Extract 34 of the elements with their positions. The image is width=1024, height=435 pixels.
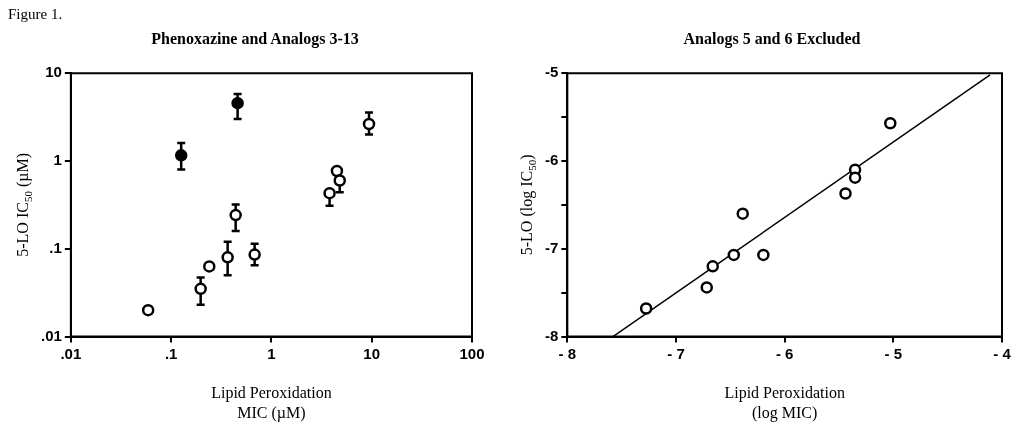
point — [700, 281, 714, 294]
y-axis-title: 5-LO (log IC50) — [518, 154, 538, 256]
point — [736, 207, 749, 220]
point — [884, 117, 897, 130]
chart-title: Phenoxazine and Analogs 3-13 — [151, 29, 359, 48]
point — [727, 248, 741, 262]
x-tick-label: .01 — [60, 344, 82, 362]
point — [706, 260, 719, 273]
x-tick-label: 10 — [363, 344, 381, 362]
y-tick-label: .01 — [40, 326, 62, 344]
y-tick-label: -8 — [544, 326, 559, 344]
x-axis-title: Lipid Peroxidation MIC (µM) — [211, 384, 332, 422]
y-tick-label: -6 — [544, 151, 559, 169]
point — [839, 187, 852, 200]
point — [757, 248, 770, 262]
x-tick-label: 1 — [267, 344, 276, 362]
chart-title: Analogs 5 and 6 Excluded — [683, 29, 861, 48]
x-tick-label: 100 — [459, 344, 485, 362]
x-tick-label: - 6 — [775, 344, 794, 362]
x-axis-title: Lipid Peroxidation (log MIC) — [724, 384, 845, 422]
caption: Figure 1. — [8, 6, 63, 23]
y-tick-label: -5 — [544, 63, 559, 81]
point — [848, 171, 862, 184]
point — [639, 302, 653, 315]
x-tick-label: - 7 — [667, 344, 685, 362]
x-tick-label: - 8 — [558, 344, 577, 362]
x-tick-label: - 4 — [993, 344, 1012, 362]
y-axis-title: 5-LO IC50 (µM) — [14, 153, 34, 257]
x-tick-label: - 5 — [884, 344, 903, 362]
y-tick-label: 10 — [45, 63, 62, 81]
x-tick-label: .1 — [164, 344, 178, 362]
y-tick-label: 1 — [53, 151, 62, 169]
y-tick-label: -7 — [544, 238, 559, 256]
y-tick-label: .1 — [49, 238, 62, 256]
